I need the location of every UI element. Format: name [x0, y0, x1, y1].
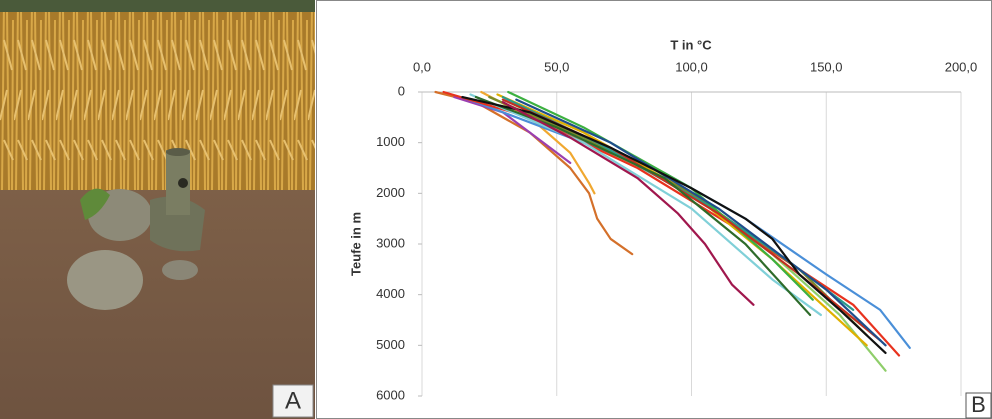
- plot: 0,0 50,0 100,0 150,0 200,0 0 1000 2000 3000 4000 5…: [376, 59, 977, 402]
- photo-pipe-hole: [178, 178, 188, 188]
- y-tick-label: 6000: [376, 387, 405, 402]
- photo-cornfield: [0, 0, 315, 190]
- y-tick-label: 3000: [376, 235, 405, 250]
- photo-stone: [67, 250, 143, 310]
- x-tick-label: 150,0: [810, 59, 843, 74]
- photo-stone: [162, 260, 198, 280]
- photo-trees: [0, 0, 315, 12]
- series-line: [501, 101, 755, 306]
- panel-label: B: [971, 392, 986, 417]
- photo-weed: [80, 188, 110, 220]
- y-tick-label: 2000: [376, 185, 405, 200]
- panel-label-box: [965, 392, 992, 419]
- y-tick-label: 1000: [376, 134, 405, 149]
- x-tick-label: 50,0: [544, 59, 569, 74]
- x-tick-label: 100,0: [675, 59, 708, 74]
- photo-wellhead-base: [150, 196, 205, 252]
- x-axis-label: T in °C: [670, 37, 712, 52]
- photo-panel: A: [0, 0, 315, 419]
- photo-pipe-top: [166, 148, 190, 156]
- y-tick-label: 0: [398, 83, 405, 98]
- chart-panel: [316, 0, 992, 419]
- y-tick-label: 4000: [376, 286, 405, 301]
- x-tick-label: 0,0: [413, 59, 431, 74]
- y-axis-label: Teufe in m: [348, 212, 363, 276]
- series-line: [515, 98, 887, 347]
- panel-label: A: [285, 387, 301, 414]
- y-tick-label: 5000: [376, 337, 405, 352]
- panel-label-box: [272, 384, 314, 418]
- series-line: [453, 95, 572, 165]
- series-line: [461, 95, 887, 355]
- x-tick-label: 200,0: [945, 59, 978, 74]
